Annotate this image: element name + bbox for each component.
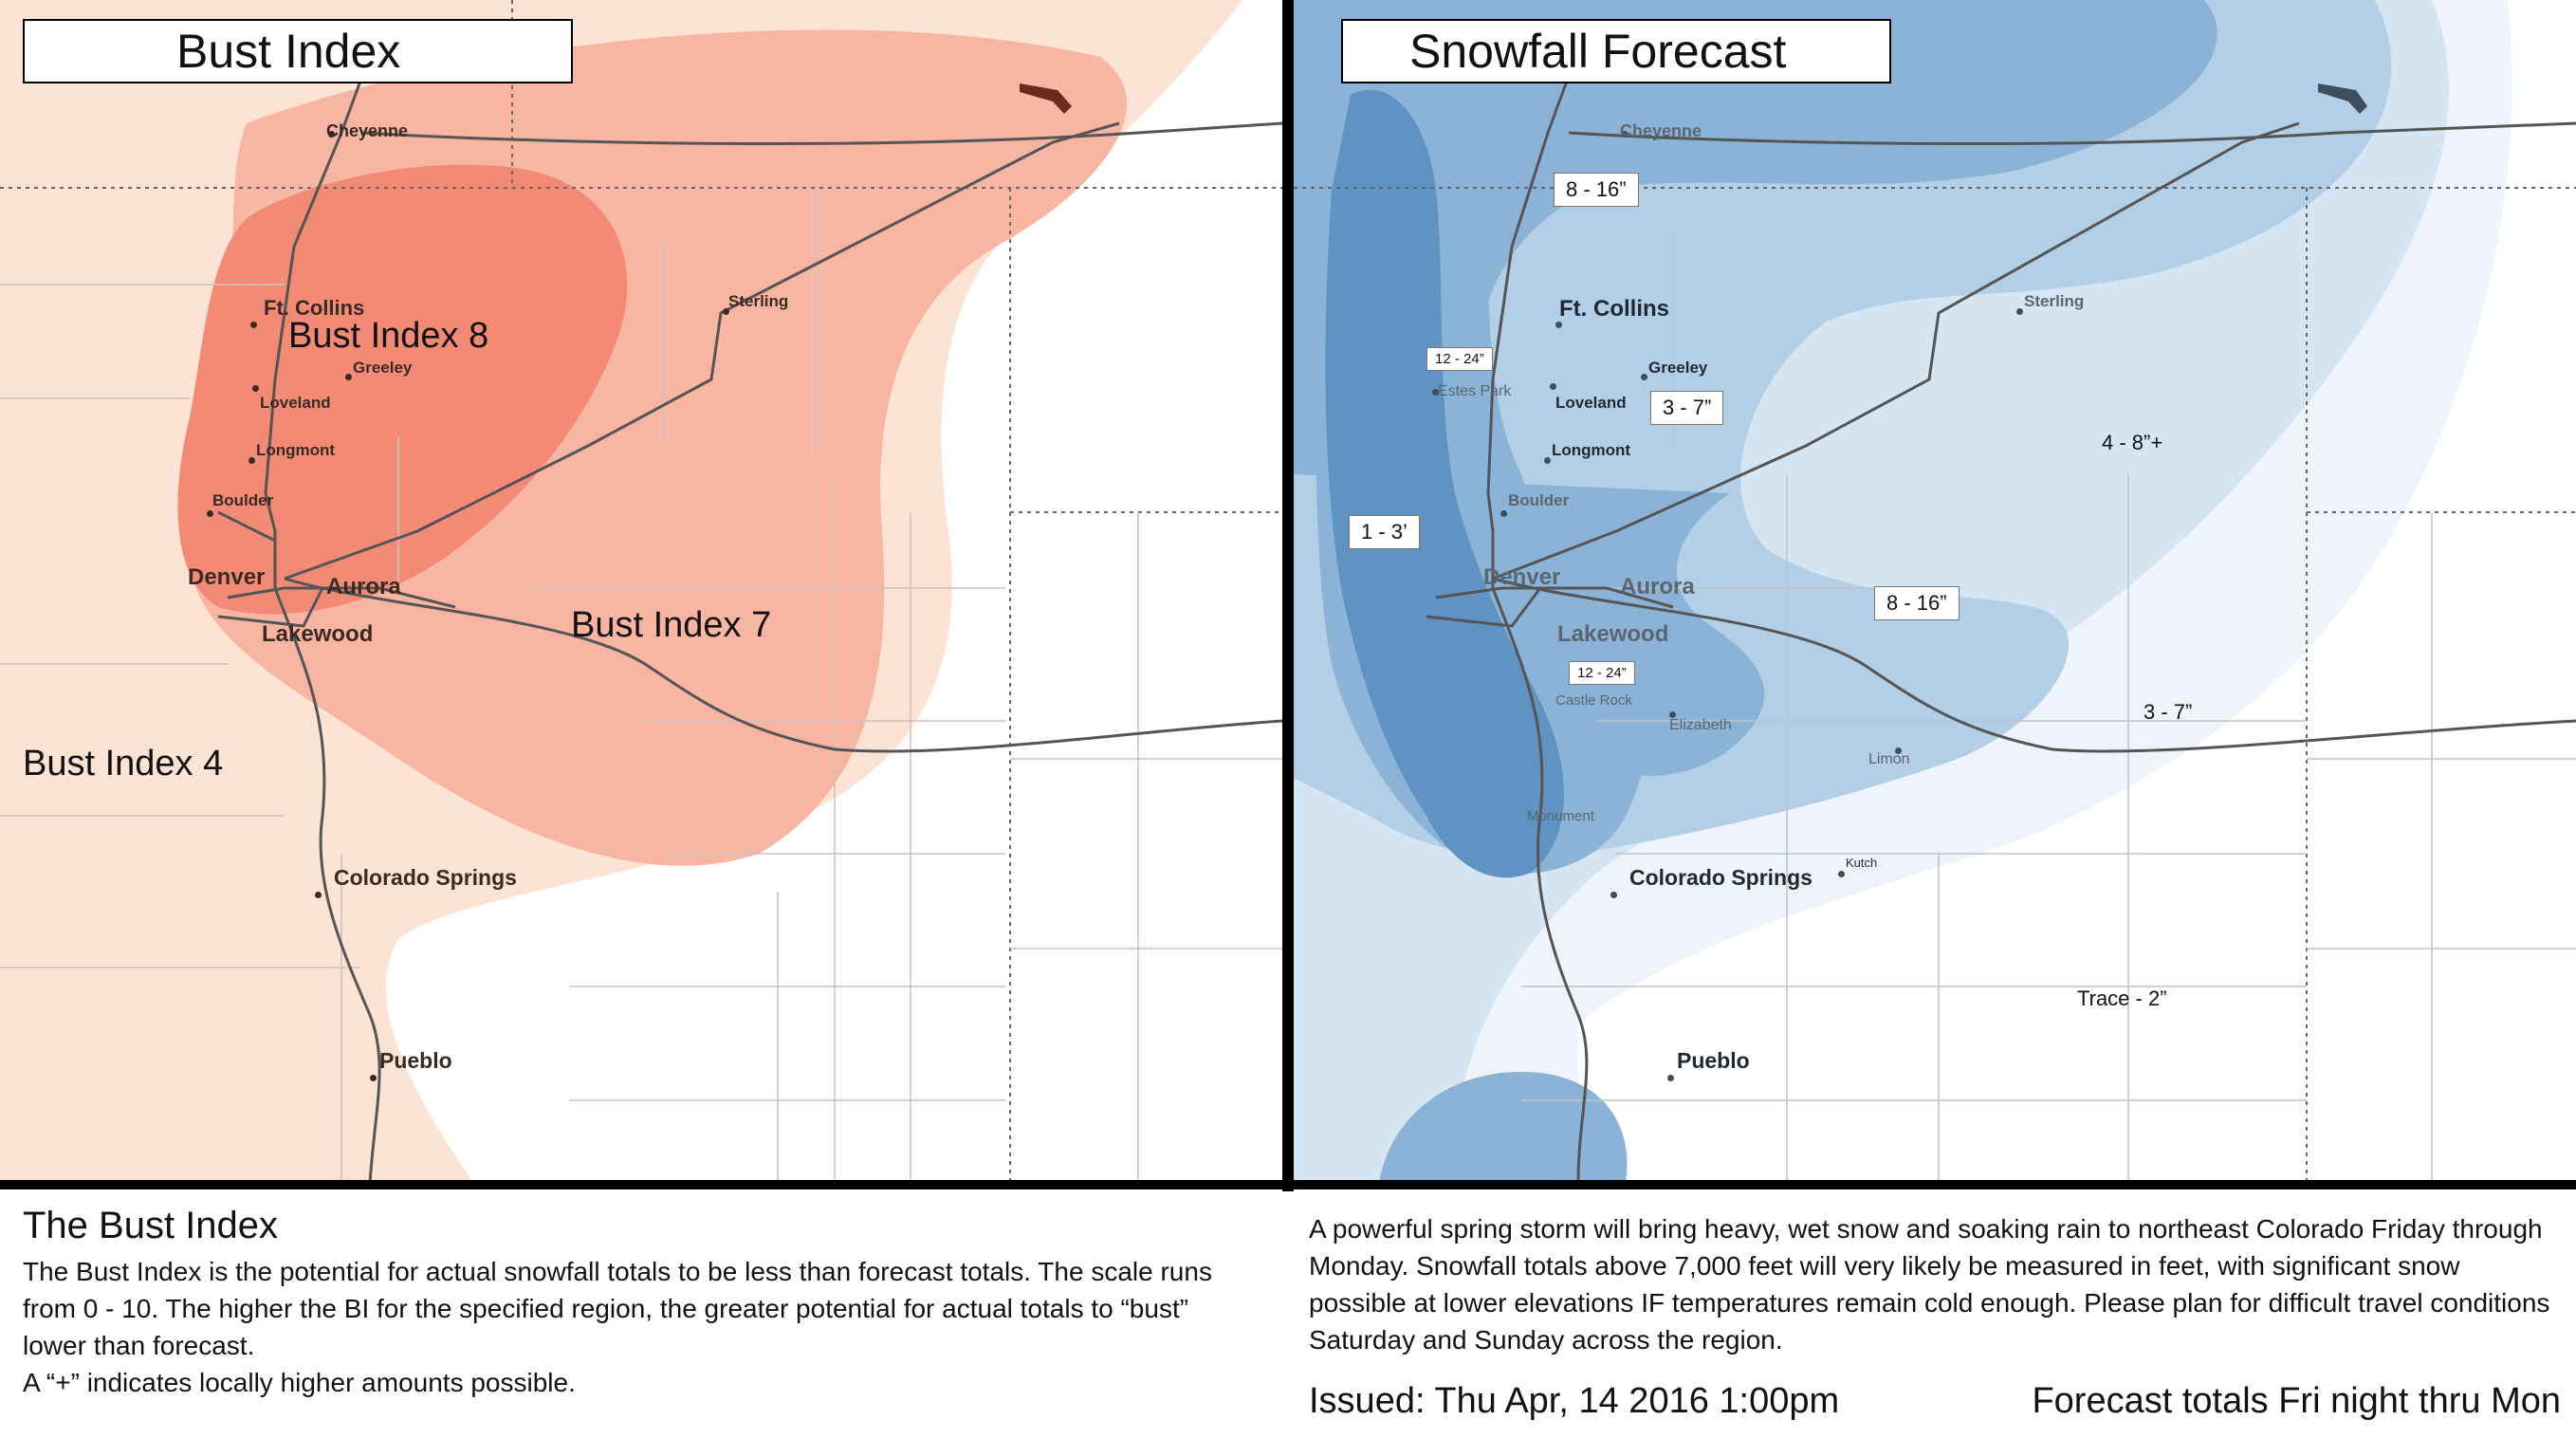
city-boulder: Boulder (212, 491, 274, 509)
city-limon: Limon (1868, 751, 1910, 767)
amount-label-trace: Trace - 2” (2077, 986, 2167, 1010)
city-dot (345, 374, 352, 380)
snowfall-forecast-map: Snowfall Forecast Cheyenne Ft. Collins G… (1294, 0, 2576, 1184)
city-colorado-springs: Colorado Springs (334, 865, 517, 890)
plus-note: A “+” indicates locally higher amounts p… (23, 1368, 576, 1397)
amount-label-loveland: 3 - 7” (1650, 391, 1724, 425)
amount-label-southeast: 3 - 7” (2144, 700, 2193, 724)
amount-label-east: 4 - 8”+ (2102, 431, 2163, 454)
city-dot (248, 457, 255, 464)
city-dot (1641, 374, 1647, 380)
city-aurora: Aurora (326, 574, 401, 599)
bust-index-8-label: Bust Index 8 (288, 316, 489, 356)
amount-label-mountains: 1 - 3’ (1349, 515, 1420, 549)
bust-index-description: The Bust Index is the potential for actu… (23, 1257, 1212, 1360)
city-loveland: Loveland (1555, 394, 1627, 412)
forecast-period: Forecast totals Fri night thru Mon (2032, 1381, 2561, 1421)
amount-label-plains: 8 - 16” (1874, 586, 1960, 620)
city-elizabeth: Elizabeth (1669, 717, 1732, 733)
city-dot (1610, 892, 1617, 898)
bust-index-map: Bust Index Cheyenne Ft. Collins Greeley … (0, 0, 1282, 1184)
state-borders (0, 0, 1282, 1184)
city-pueblo: Pueblo (1677, 1048, 1750, 1073)
amount-label-north: 8 - 16” (1554, 173, 1639, 207)
city-longmont: Longmont (1552, 441, 1631, 459)
bust-index-map-graphic (0, 0, 1282, 1184)
city-greeley: Greeley (1648, 359, 1708, 377)
county-lines (1521, 237, 2576, 1184)
city-dot (1544, 457, 1551, 464)
city-lakewood: Lakewood (262, 621, 374, 647)
city-greeley: Greeley (353, 359, 413, 377)
city-cheyenne: Cheyenne (1620, 121, 1702, 140)
city-sterling: Sterling (2024, 292, 2085, 310)
city-lakewood: Lakewood (1557, 621, 1669, 647)
city-kutch: Kutch (1846, 856, 1878, 870)
city-dot (1432, 389, 1439, 396)
city-dot (1550, 383, 1556, 390)
city-dot (252, 385, 259, 392)
city-sterling: Sterling (728, 292, 789, 310)
storm-description: A powerful spring storm will bring heavy… (1309, 1214, 2550, 1355)
city-dot (1838, 871, 1845, 877)
city-longmont: Longmont (256, 441, 336, 459)
city-cheyenne: Cheyenne (326, 121, 409, 140)
city-loveland: Loveland (260, 394, 331, 412)
city-pueblo: Pueblo (379, 1048, 452, 1073)
city-dot (207, 510, 213, 517)
city-dot (1895, 747, 1902, 754)
rail-marker (2318, 83, 2367, 114)
city-ft-collins: Ft. Collins (1559, 296, 1669, 322)
bust-index-heading: The Bust Index (23, 1205, 279, 1246)
bust-index-explanation: The Bust Index The Bust Index is the pot… (23, 1205, 1246, 1401)
bottom-rule (0, 1180, 2576, 1189)
amount-label-palmer-divide: 12 - 24” (1569, 661, 1635, 685)
city-monument: Monument (1527, 808, 1594, 824)
city-dot (1669, 711, 1676, 718)
issued-timestamp: Issued: Thu Apr, 14 2016 1:00pm (1309, 1381, 1840, 1421)
county-lines (0, 190, 1282, 1184)
city-boulder: Boulder (1508, 491, 1570, 509)
bust-index-4-label: Bust Index 4 (23, 744, 224, 784)
state-borders (1294, 187, 2576, 1184)
snowfall-forecast-title: Snowfall Forecast (1341, 19, 1891, 83)
storm-summary: A powerful spring storm will bring heavy… (1309, 1210, 2561, 1358)
city-denver: Denver (1483, 564, 1561, 590)
panel-divider (1282, 0, 1294, 1191)
city-dot (1622, 131, 1628, 138)
city-dot (1555, 322, 1562, 328)
city-dot (370, 1075, 377, 1081)
highways (1426, 75, 2576, 1184)
city-dot (250, 322, 257, 328)
rail-marker (1020, 83, 1072, 114)
snow-zone-1-3-ft (1325, 89, 1564, 878)
city-dot (1667, 1075, 1674, 1081)
city-aurora: Aurora (1620, 574, 1695, 599)
highways (217, 75, 1282, 1184)
bust-index-title: Bust Index (23, 19, 573, 83)
city-dot (2016, 308, 2023, 315)
bust-index-7-label: Bust Index 7 (571, 605, 772, 645)
city-estes-park: Estes Park (1438, 383, 1512, 399)
city-dot (328, 131, 335, 138)
city-dot (723, 308, 729, 315)
city-castle-rock: Castle Rock (1555, 692, 1632, 709)
city-ft-collins: Ft. Collins (264, 296, 365, 320)
amount-label-estes: 12 - 24” (1426, 347, 1493, 371)
city-denver: Denver (188, 564, 266, 590)
city-dot (1500, 510, 1507, 517)
city-dot (315, 892, 322, 898)
city-colorado-springs: Colorado Springs (1629, 865, 1812, 890)
